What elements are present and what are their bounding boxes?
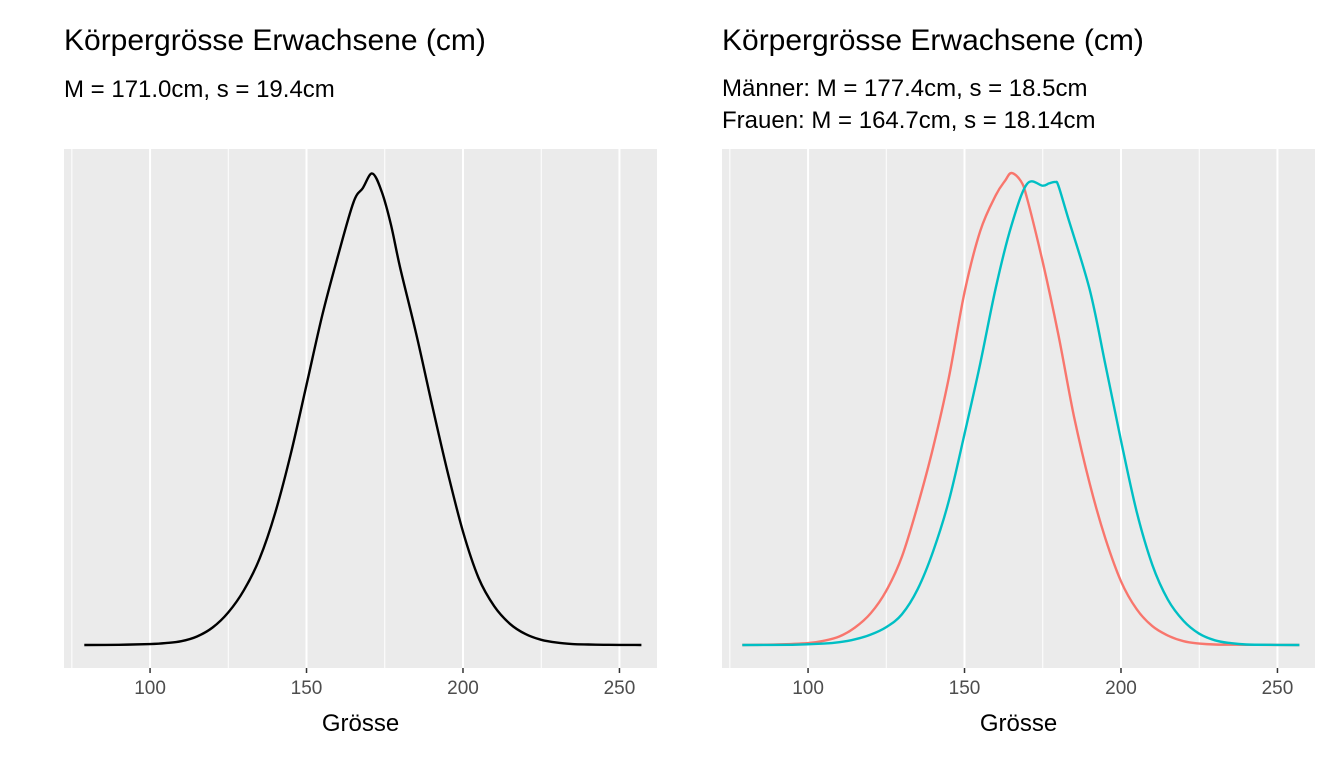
density-curve-0 — [742, 171, 1300, 647]
x-axis-label: Grösse — [322, 710, 399, 737]
x-tick-label: 100 — [134, 678, 166, 699]
x-tick-label: 150 — [291, 678, 323, 699]
x-tick-label: 200 — [1105, 678, 1137, 699]
x-tick-label: 200 — [447, 678, 479, 699]
x-tick-label: 100 — [792, 678, 824, 699]
density-plot-by-sex: 100 150 200 250 Grösse — [722, 149, 1315, 737]
density-curve-0 — [84, 172, 642, 647]
chart-subtitle-line: Männer: M = 177.4cm, s = 18.5cm — [722, 75, 1088, 102]
chart-subtitle-line: Frauen: M = 164.7cm, s = 18.14cm — [722, 107, 1096, 134]
chart-title: Körpergrösse Erwachsene (cm) — [64, 24, 486, 57]
plot-background — [722, 149, 1315, 668]
x-tick-label: 250 — [604, 678, 636, 699]
chart-title: Körpergrösse Erwachsene (cm) — [722, 24, 1144, 57]
right-chart-panel: Körpergrösse Erwachsene (cm) Männer: M =… — [658, 0, 1318, 768]
density-curve-1 — [742, 180, 1300, 647]
left-chart-panel: Körpergrösse Erwachsene (cm) M = 171.0cm… — [0, 0, 660, 768]
x-axis-label: Grösse — [980, 710, 1057, 737]
x-tick-label: 250 — [1262, 678, 1294, 699]
density-plot-overall: 100 150 200 250 Grösse — [64, 149, 657, 737]
plot-background — [64, 149, 657, 668]
x-tick-label: 150 — [949, 678, 981, 699]
chart-subtitle-line: M = 171.0cm, s = 19.4cm — [64, 76, 335, 103]
